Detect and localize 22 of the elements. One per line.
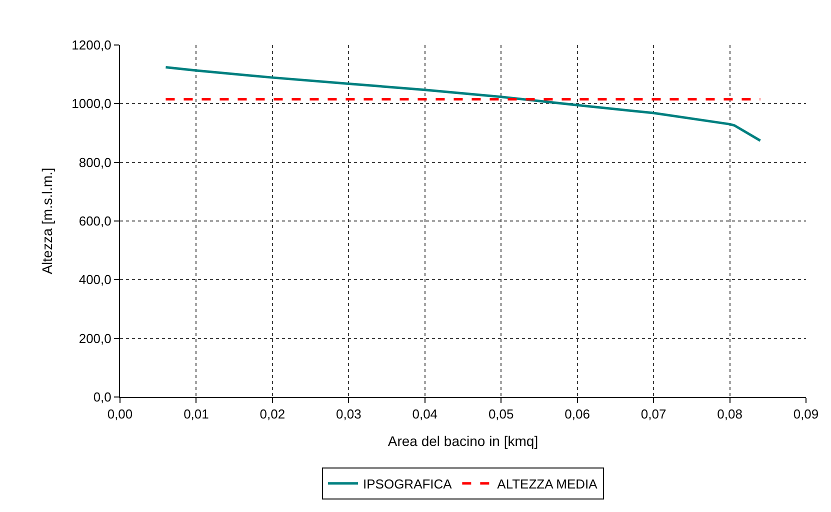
y-tick-label: 1000,0: [72, 96, 112, 112]
x-tick-label: 0,06: [564, 406, 590, 422]
x-tick-label: 0,05: [488, 406, 514, 422]
x-tick-label: 0,03: [336, 406, 362, 422]
x-tick-label: 0,07: [640, 406, 666, 422]
y-tick-label: 200,0: [78, 330, 112, 346]
y-tick-label: 800,0: [78, 154, 112, 170]
y-tick-label: 400,0: [78, 272, 112, 288]
x-axis-title: Area del bacino in [kmq]: [388, 432, 538, 449]
x-tick-label: 0,00: [107, 406, 133, 422]
y-tick-label: 0,0: [93, 390, 112, 405]
y-tick-label: 600,0: [78, 214, 112, 229]
x-tick-label: 0,01: [184, 406, 209, 422]
legend-label: ALTEZZA MEDIA: [497, 476, 598, 492]
y-axis-title: Altezza [m.s.l.m.]: [39, 168, 56, 274]
x-tick-label: 0,08: [717, 406, 742, 422]
x-tick-label: 0,02: [260, 406, 286, 422]
y-tick-label: 1200,0: [72, 38, 112, 53]
legend-label: IPSOGRAFICA: [363, 476, 452, 492]
line-series: [164, 66, 762, 142]
x-tick-label: 0,04: [412, 406, 438, 422]
x-tick-label: 0,09: [793, 406, 819, 422]
